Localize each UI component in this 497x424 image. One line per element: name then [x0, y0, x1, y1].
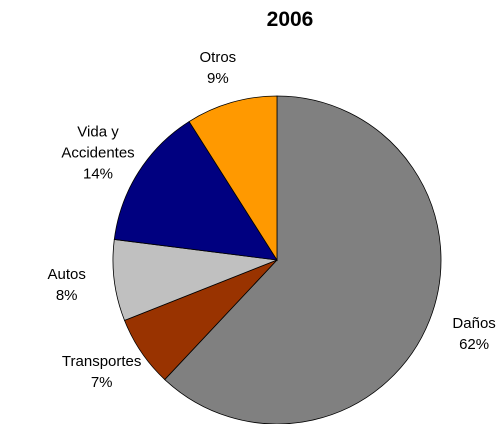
slice-label: Otros 9%: [173, 47, 263, 89]
chart-title: 2006: [266, 8, 314, 31]
category-label: Transportes: [61, 353, 142, 371]
category-label: Daños: [452, 314, 496, 332]
slice-label: Vida y Accidentes 14%: [53, 121, 143, 184]
category-label: Otros: [199, 48, 237, 66]
value-label: 7%: [90, 374, 113, 392]
value-label: 9%: [207, 69, 229, 87]
value-label: 14%: [82, 165, 114, 183]
slice-label: Daños 62%: [429, 313, 497, 355]
slice-label: Transportes 7%: [57, 351, 147, 393]
slice-label: Autos 8%: [22, 264, 112, 306]
value-label: 62%: [459, 335, 490, 353]
pie-slice: [113, 120, 278, 261]
value-label: 8%: [55, 287, 78, 305]
pie-slice: [164, 95, 442, 424]
category-label: Autos: [47, 266, 86, 284]
category-label: Vida y Accidentes: [61, 123, 135, 162]
pie-slice: [188, 95, 278, 262]
